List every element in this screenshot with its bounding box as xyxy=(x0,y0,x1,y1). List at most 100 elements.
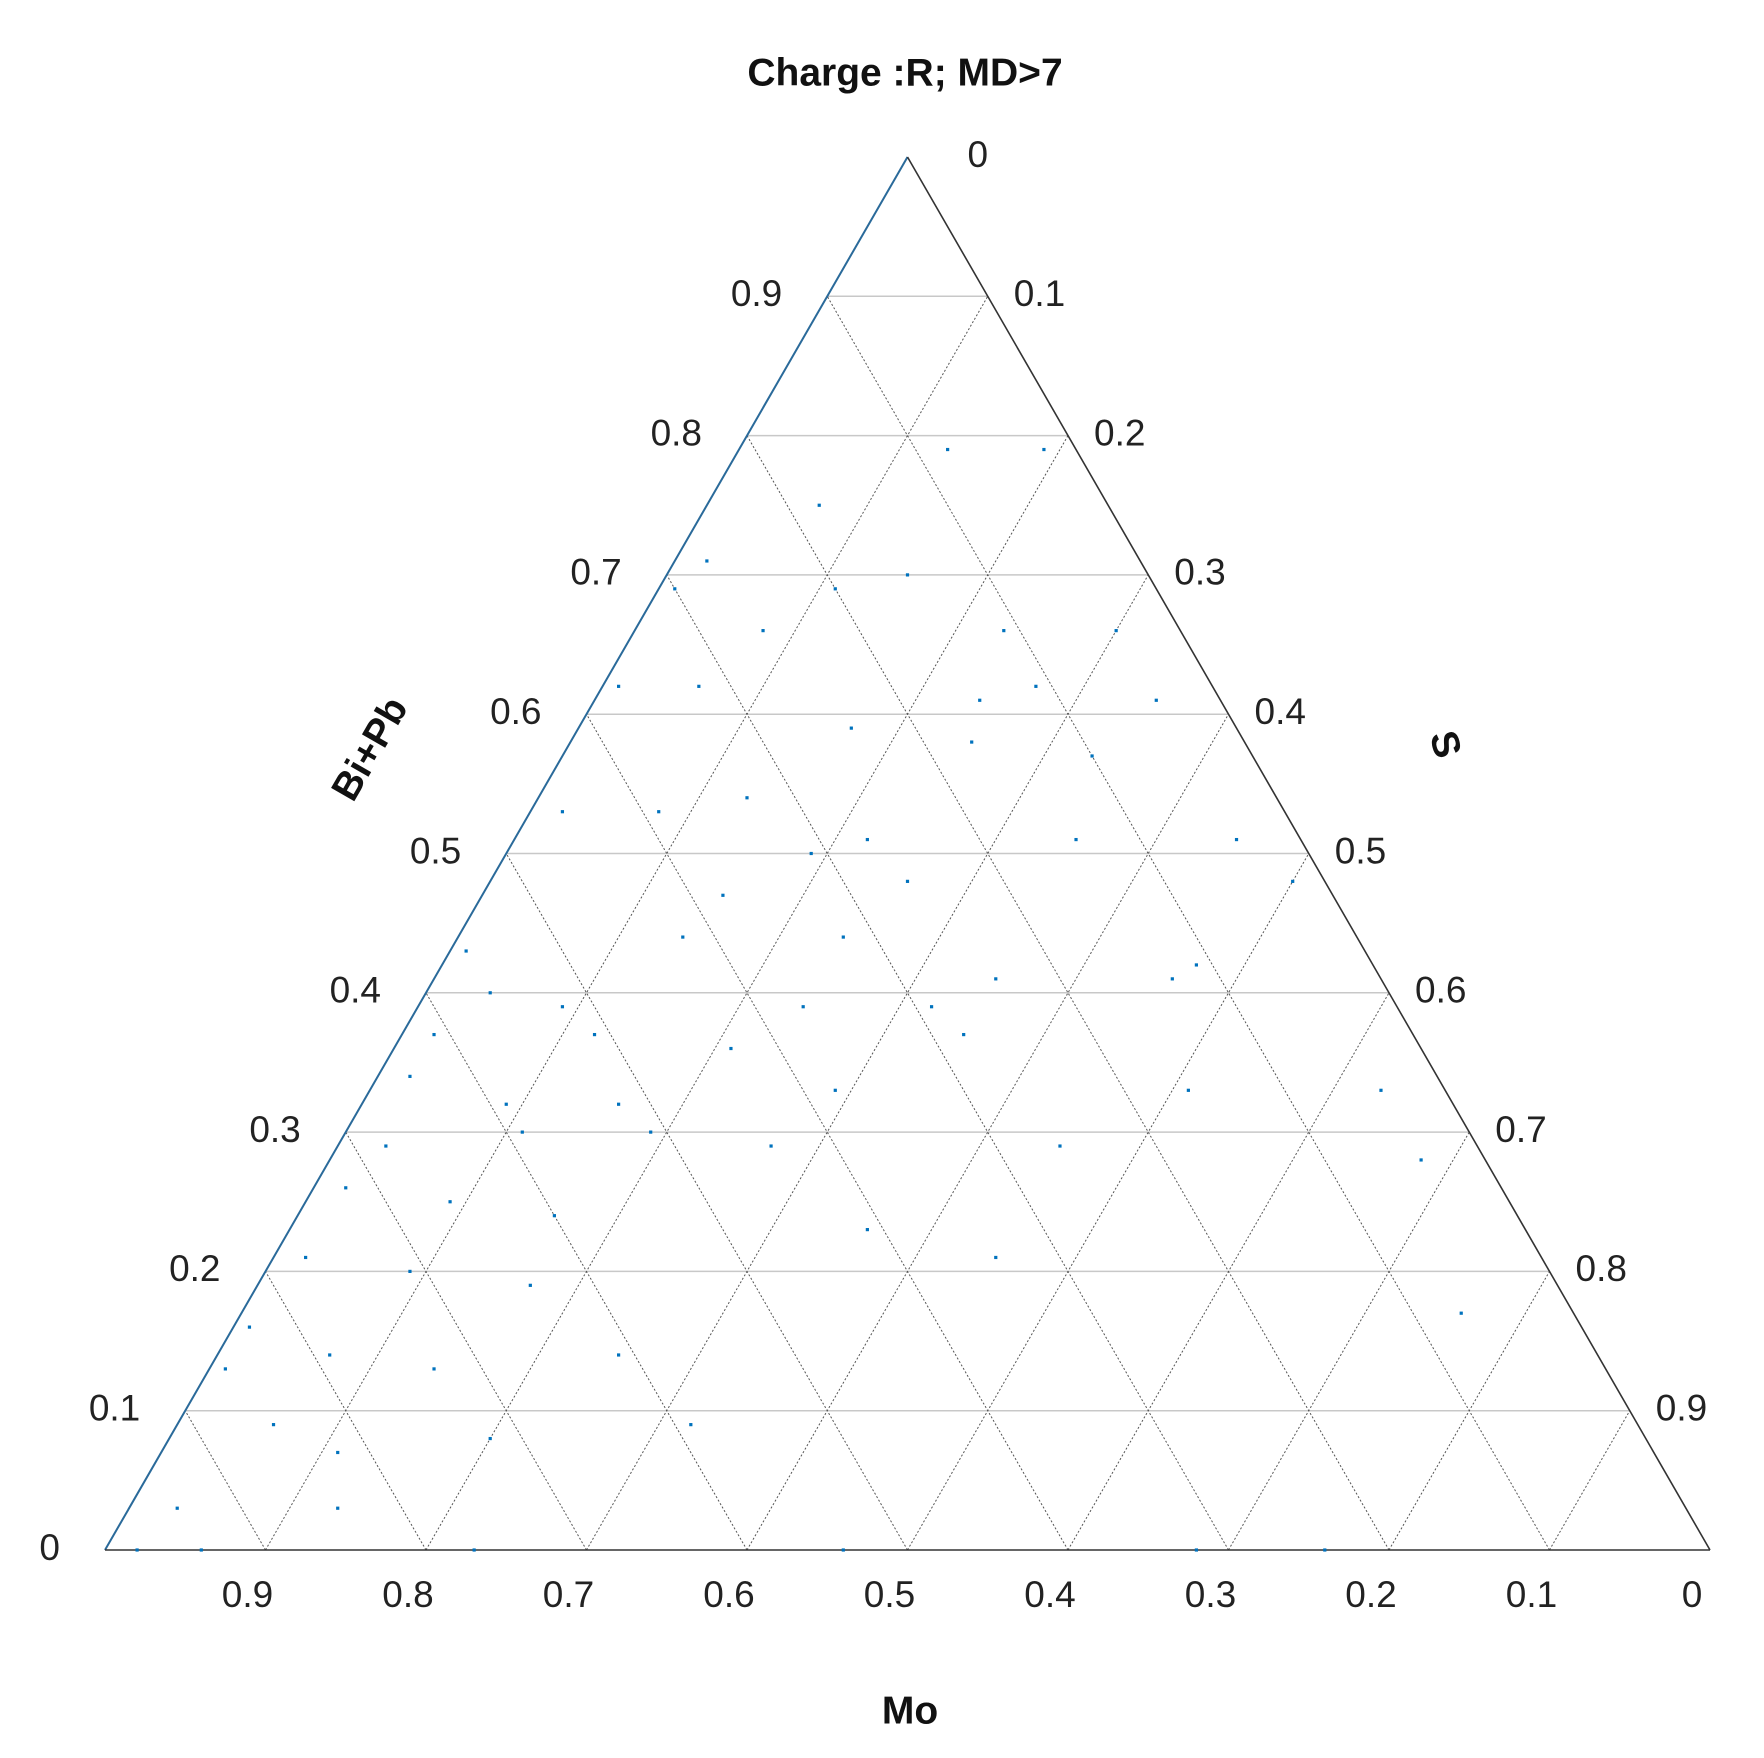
point xyxy=(520,1130,524,1134)
point xyxy=(697,684,701,688)
bi-pb-tick-label: 0.9 xyxy=(731,273,782,314)
point xyxy=(978,698,982,702)
point xyxy=(504,1102,508,1106)
point xyxy=(1194,963,1198,967)
point xyxy=(1154,698,1158,702)
point xyxy=(865,1228,869,1232)
edge xyxy=(906,156,1711,1551)
point xyxy=(1323,1548,1327,1552)
grid-line xyxy=(505,853,908,1551)
axis-label-mo: Mo xyxy=(882,1689,938,1732)
grid-line xyxy=(345,1131,587,1551)
point xyxy=(336,1506,340,1510)
point xyxy=(745,796,749,800)
point xyxy=(761,629,765,633)
point xyxy=(135,1548,139,1552)
mo-tick-label: 0.3 xyxy=(1185,1574,1236,1615)
mo-tick-label: 0.9 xyxy=(222,1574,273,1615)
point xyxy=(223,1367,227,1371)
point xyxy=(344,1186,348,1190)
point xyxy=(721,893,725,897)
point xyxy=(617,684,621,688)
point xyxy=(1194,1548,1198,1552)
chart-title: Charge :R; MD>7 xyxy=(747,51,1062,94)
axis-label-bi-pb: Bi+Pb xyxy=(324,690,417,808)
point xyxy=(432,1032,436,1037)
point xyxy=(1042,447,1046,452)
point xyxy=(1379,1088,1383,1092)
mo-tick-label: 0 xyxy=(1682,1574,1703,1615)
grid-line xyxy=(265,296,989,1551)
axis-label-s: S xyxy=(1421,726,1469,762)
point xyxy=(833,587,837,591)
point xyxy=(833,1088,837,1092)
point xyxy=(448,1200,452,1204)
s-tick-label: 0.2 xyxy=(1094,412,1145,453)
point xyxy=(769,1144,773,1148)
point xyxy=(817,503,821,507)
point xyxy=(464,949,468,953)
point xyxy=(1074,837,1078,842)
point xyxy=(673,587,677,591)
point xyxy=(1034,684,1038,688)
point xyxy=(488,1436,492,1441)
s-tick-label: 0 xyxy=(968,134,989,175)
point xyxy=(994,1255,998,1260)
bi-pb-tick-label: 0.5 xyxy=(410,830,461,871)
point xyxy=(247,1325,252,1329)
point xyxy=(657,810,661,814)
bi-pb-tick-label: 0.4 xyxy=(330,970,381,1011)
bi-pb-tick-label: 0.7 xyxy=(570,552,621,593)
mo-tick-label: 0.8 xyxy=(382,1574,433,1615)
edge xyxy=(104,156,909,1551)
point xyxy=(962,1032,966,1037)
point xyxy=(1459,1311,1463,1315)
point xyxy=(689,1423,693,1427)
bi-pb-tick-label: 0.6 xyxy=(490,691,541,732)
point xyxy=(328,1353,332,1357)
point xyxy=(199,1548,203,1552)
point xyxy=(384,1144,388,1148)
point xyxy=(841,935,845,939)
point xyxy=(809,851,813,856)
point xyxy=(849,726,853,730)
grid-line xyxy=(1549,1410,1631,1551)
point xyxy=(1114,629,1118,633)
point xyxy=(408,1269,412,1273)
grid-line xyxy=(425,992,748,1551)
mo-tick-label: 0.5 xyxy=(864,1574,915,1615)
point xyxy=(336,1450,340,1455)
point xyxy=(929,1005,934,1009)
point xyxy=(1186,1088,1190,1092)
grid-line xyxy=(586,574,1149,1551)
point xyxy=(472,1548,476,1552)
bi-pb-tick-label: 0 xyxy=(39,1527,60,1568)
grid-line xyxy=(666,574,1229,1551)
point xyxy=(617,1353,621,1357)
grid-line xyxy=(265,1271,427,1551)
mo-tick-label: 0.1 xyxy=(1506,1574,1557,1615)
point xyxy=(994,977,998,981)
s-tick-label: 0.5 xyxy=(1335,830,1386,871)
point xyxy=(905,573,910,577)
point xyxy=(649,1130,653,1134)
grid-line xyxy=(586,713,1069,1551)
point xyxy=(1234,837,1239,842)
grid-line xyxy=(1228,1131,1470,1551)
point xyxy=(946,447,950,452)
point xyxy=(488,991,492,995)
s-tick-label: 0.8 xyxy=(1576,1248,1627,1289)
bi-pb-tick-label: 0.1 xyxy=(89,1387,140,1428)
point xyxy=(1002,629,1006,633)
bi-pb-tick-label: 0.8 xyxy=(651,412,702,453)
point xyxy=(528,1283,532,1287)
mo-tick-label: 0.6 xyxy=(703,1574,754,1615)
grid-line xyxy=(826,296,1550,1551)
s-tick-label: 0.6 xyxy=(1415,970,1466,1011)
point xyxy=(729,1046,733,1051)
point xyxy=(1291,879,1295,883)
s-tick-label: 0.1 xyxy=(1014,273,1065,314)
point xyxy=(592,1032,597,1037)
grid-line xyxy=(907,853,1310,1551)
